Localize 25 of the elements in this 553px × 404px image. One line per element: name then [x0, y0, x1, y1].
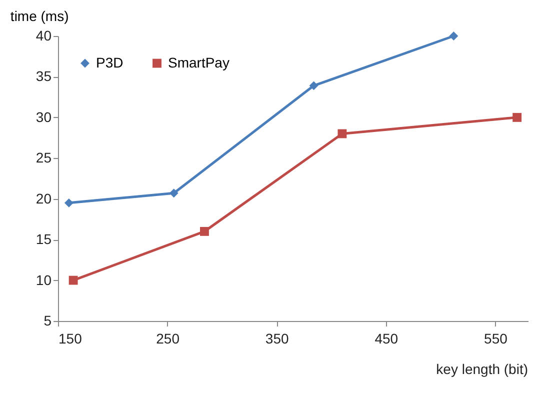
- y-tick-label: 40: [36, 28, 52, 44]
- x-tick-label: 150: [58, 330, 82, 346]
- y-tick-label: 30: [36, 108, 52, 125]
- x-tick-label: 450: [374, 330, 398, 346]
- point: [64, 198, 74, 208]
- y-tick-label: 15: [36, 231, 52, 248]
- y-tick-label: 25: [36, 150, 52, 166]
- point: [200, 226, 209, 236]
- point: [338, 129, 347, 138]
- y-tick-label: 35: [36, 68, 52, 84]
- point: [449, 32, 458, 40]
- x-tick-label: 250: [156, 330, 180, 346]
- legend-label: P3D: [96, 54, 124, 70]
- x-axis-title: key length (bit): [436, 361, 528, 377]
- y-axis-title: time (ms): [10, 8, 69, 24]
- legend-label: SmartPay: [168, 54, 230, 70]
- x-tick-label: 550: [484, 330, 508, 346]
- point: [512, 112, 522, 122]
- point: [169, 188, 178, 198]
- point: [309, 81, 318, 90]
- y-tick-label: 5: [44, 312, 52, 328]
- y-tick-label: 20: [36, 190, 52, 206]
- y-tick-label: 10: [36, 272, 52, 288]
- x-tick-label: 350: [265, 330, 289, 346]
- point: [68, 276, 78, 285]
